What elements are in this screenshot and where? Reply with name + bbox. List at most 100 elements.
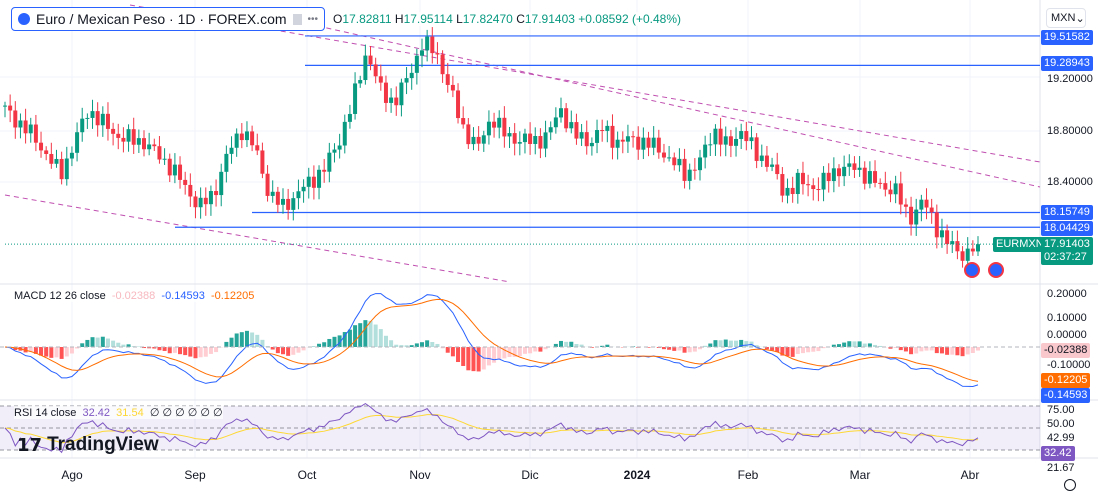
x-tick: Mar (849, 468, 871, 482)
macd-histogram-bar (734, 340, 739, 347)
candle (507, 133, 512, 137)
more-icon[interactable]: ••• (307, 13, 319, 25)
candle (625, 136, 630, 142)
candle (615, 139, 620, 148)
macd-histogram-bar (785, 347, 790, 357)
flag-icon[interactable] (292, 13, 302, 25)
level-label: 18.04429 (1041, 221, 1093, 236)
candle (378, 76, 383, 83)
macd-histogram-bar (502, 347, 507, 359)
settings-icon[interactable] (1064, 479, 1076, 491)
candle (564, 108, 569, 129)
rsi-tick: 75.00 (1047, 404, 1075, 416)
macd-histogram-bar (75, 347, 80, 349)
symbol-title-box[interactable]: Euro / Mexican Peso · 1D · FOREX.com ••• (11, 7, 326, 31)
macd-histogram-bar (687, 347, 692, 353)
candle (13, 110, 18, 128)
macd-histogram-bar (764, 347, 769, 350)
macd-histogram-bar (713, 340, 718, 347)
candle (641, 137, 646, 150)
candle (610, 125, 615, 148)
rsi-value-label: 32.42 (1041, 446, 1075, 461)
macd-histogram-bar (59, 347, 64, 359)
candle (728, 136, 733, 146)
candle (713, 128, 718, 145)
candle (136, 138, 141, 145)
macd-histogram-bar (389, 340, 394, 347)
signal-line (4, 298, 979, 382)
price-tick: 19.20000 (1047, 73, 1093, 85)
currency-select[interactable]: MXN ⌄ (1046, 8, 1086, 28)
candle (543, 132, 548, 149)
candle (358, 80, 363, 84)
price-tick: 18.40000 (1047, 176, 1093, 188)
macd-histogram-bar (456, 347, 461, 363)
candle (337, 145, 342, 150)
macd-histogram-bar (661, 347, 666, 350)
candle (528, 133, 533, 144)
candle (44, 150, 49, 154)
tradingview-logo[interactable]: 𝟭𝟳 TradingView (17, 434, 159, 455)
macd-histogram-bar (914, 347, 919, 354)
candle (656, 137, 661, 153)
candle (409, 72, 414, 79)
candle (764, 155, 769, 167)
macd-histogram-bar (420, 342, 424, 347)
candle (95, 111, 100, 126)
candle (795, 172, 800, 195)
candle (914, 209, 919, 225)
candle (960, 251, 965, 261)
candle (739, 131, 744, 139)
candle (512, 133, 517, 144)
candle (703, 144, 708, 158)
candle (723, 136, 728, 145)
macd-histogram-bar (337, 335, 342, 347)
macd-histogram-bar (543, 347, 548, 350)
candle (873, 171, 878, 183)
rsi-ma-line (4, 414, 979, 444)
macd-histogram-bar (322, 342, 327, 347)
macd-histogram-bar (162, 347, 167, 351)
macd-histogram-bar (888, 347, 893, 349)
macd-histogram-bar (893, 347, 898, 349)
candle (497, 117, 502, 128)
candle (816, 189, 821, 191)
candle (265, 173, 270, 196)
candle (347, 113, 352, 122)
candle (919, 199, 924, 210)
macd-histogram-bar (867, 343, 872, 347)
macd-histogram-bar (440, 347, 445, 349)
macd-histogram-bar (950, 347, 955, 355)
candle (368, 55, 373, 65)
macd-histogram-bar (790, 347, 795, 357)
candle (373, 64, 378, 77)
candle (188, 184, 193, 197)
candle (466, 124, 471, 145)
macd-histogram-bar (903, 347, 908, 352)
macd-histogram-bar (178, 347, 183, 355)
candle (142, 138, 146, 150)
macd-histogram-bar (383, 335, 388, 347)
macd-tick: 0.00000 (1047, 329, 1087, 341)
candle (353, 83, 358, 114)
macd-histogram-bar (857, 341, 862, 347)
macd-tick: -0.10000 (1047, 359, 1091, 371)
candle (589, 142, 594, 147)
macd-signal-label: -0.12205 (1041, 373, 1091, 388)
euro-flag-icon (18, 13, 30, 25)
macd-histogram-bar (564, 341, 569, 347)
macd-histogram-bar (672, 347, 677, 351)
candle (790, 187, 795, 195)
macd-histogram-bar (234, 333, 239, 347)
macd-histogram-bar (486, 347, 491, 366)
macd-legend[interactable]: MACD 12 26 close -0.02388 -0.14593 -0.12… (14, 290, 255, 302)
candle (332, 149, 337, 153)
candle (306, 176, 311, 187)
macd-histogram-bar (909, 347, 914, 355)
macd-histogram-bar (224, 341, 229, 347)
rsi-legend[interactable]: RSI 14 close 32.42 31.54 ∅ ∅ ∅ ∅ ∅ ∅ (14, 406, 223, 419)
macd-histogram-bar (353, 325, 358, 347)
candle (3, 105, 7, 107)
macd-histogram-bar (64, 347, 69, 357)
